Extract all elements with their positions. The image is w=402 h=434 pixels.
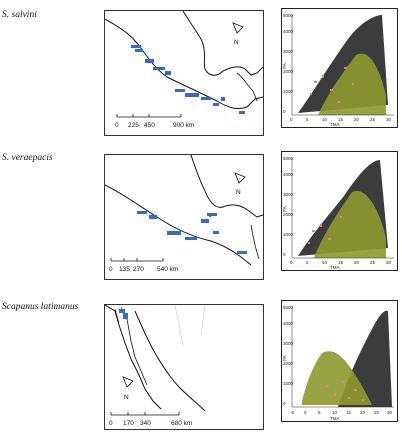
x-tick-2-4: 20	[354, 260, 360, 265]
distribution-map-3: N 0 170 340 680 km	[104, 304, 264, 430]
distribution-map-2: N 0 135 270 540 km	[104, 154, 264, 280]
x-tick-1-1: 5	[306, 117, 309, 122]
x-axis-label-3: TMA	[330, 416, 340, 421]
x-tick-1-5: 25	[370, 117, 376, 122]
scale-tick-2a: 0	[109, 266, 113, 273]
y-axis-label-2: PA	[282, 206, 287, 212]
x-tick-2-0: 0	[290, 260, 293, 265]
scatter-panel-2: 0 5 10 15 20 25 30 TMA 0 1000 2000 3000 …	[281, 151, 398, 271]
x-tick-2-5: 25	[370, 260, 376, 265]
x-axis-label-2: TMA	[330, 265, 340, 270]
scale-tick-3b: 170	[123, 420, 134, 427]
y-tick-3-0: 0	[283, 401, 286, 406]
scatter-panel-3: -5 0 5 10 15 20 25 30 TMA 0 1000 2000 30…	[281, 300, 398, 422]
x-tick-2-6: 30	[386, 260, 392, 265]
y-axis-label-1: PA	[282, 63, 287, 69]
y-tick-2-0: 0	[283, 252, 286, 257]
scale-tick-3a: 0	[109, 420, 113, 427]
scale-tick-1d: 900 km	[173, 122, 194, 129]
y-tick-2-1: 1000	[283, 232, 294, 237]
x-tick-3-5: 20	[360, 410, 366, 415]
x-tick-1-2: 10	[322, 117, 328, 122]
scatter-panel-1: 0 5 10 15 20 25 30 TMA 0 1000 2000 3000 …	[281, 8, 398, 128]
y-tick-2-4: 4000	[283, 172, 294, 177]
x-tick-3-4: 15	[346, 410, 352, 415]
distribution-map-1: N 0 225 450 900 km	[104, 10, 264, 136]
species-label-2: S. veraepacis	[2, 153, 53, 163]
y-tick-1-5: 5000	[283, 13, 294, 18]
y-tick-3-1: 1000	[283, 381, 294, 386]
north-arrow-label-2: N	[236, 189, 241, 196]
x-tick-3-2: 5	[318, 410, 321, 415]
y-tick-3-4: 4000	[283, 321, 294, 326]
scale-tick-3c: 340	[140, 420, 151, 427]
x-tick-1-3: 15	[338, 117, 344, 122]
x-tick-2-3: 15	[338, 260, 344, 265]
x-tick-3-3: 10	[332, 410, 338, 415]
y-tick-2-5: 5000	[283, 156, 294, 161]
x-tick-1-0: 0	[290, 117, 293, 122]
x-tick-3-7: 30	[387, 410, 393, 415]
y-tick-3-5: 5000	[283, 305, 294, 310]
x-tick-2-1: 5	[306, 260, 309, 265]
y-tick-2-2: 2000	[283, 212, 294, 217]
y-tick-3-2: 2000	[283, 361, 294, 366]
scale-tick-2b: 135	[119, 266, 130, 273]
x-axis-label-1: TMA	[330, 122, 340, 127]
x-tick-1-4: 20	[354, 117, 360, 122]
point-cloud-1	[298, 15, 388, 115]
scale-tick-2d: 540 km	[157, 266, 178, 273]
x-tick-1-6: 30	[386, 117, 392, 122]
scale-tick-1c: 450	[144, 122, 155, 129]
point-cloud-2	[298, 160, 388, 258]
scale-tick-3d: 680 km	[171, 420, 192, 427]
y-tick-2-3: 3000	[283, 192, 294, 197]
y-tick-1-3: 3000	[283, 49, 294, 54]
north-arrow-label-1: N	[234, 39, 239, 46]
x-tick-3-6: 25	[374, 410, 380, 415]
y-tick-1-2: 2000	[283, 69, 294, 74]
y-tick-1-0: 0	[283, 109, 286, 114]
species-label-1: S. salvini	[2, 10, 37, 20]
x-tick-3-0: -5	[290, 410, 294, 415]
north-arrow-label-3: N	[124, 394, 129, 401]
species-label-3: Scapanus latimanus	[2, 302, 79, 312]
y-tick-1-1: 1000	[283, 89, 294, 94]
point-cloud-3	[302, 310, 392, 407]
scale-tick-1a: 0	[115, 122, 119, 129]
y-axis-label-3: PA	[282, 355, 287, 361]
scale-tick-1b: 225	[128, 122, 139, 129]
x-tick-2-2: 10	[322, 260, 328, 265]
y-tick-1-4: 4000	[283, 29, 294, 34]
x-tick-3-1: 0	[304, 410, 307, 415]
scale-tick-2c: 270	[133, 266, 144, 273]
y-tick-3-3: 3000	[283, 341, 294, 346]
